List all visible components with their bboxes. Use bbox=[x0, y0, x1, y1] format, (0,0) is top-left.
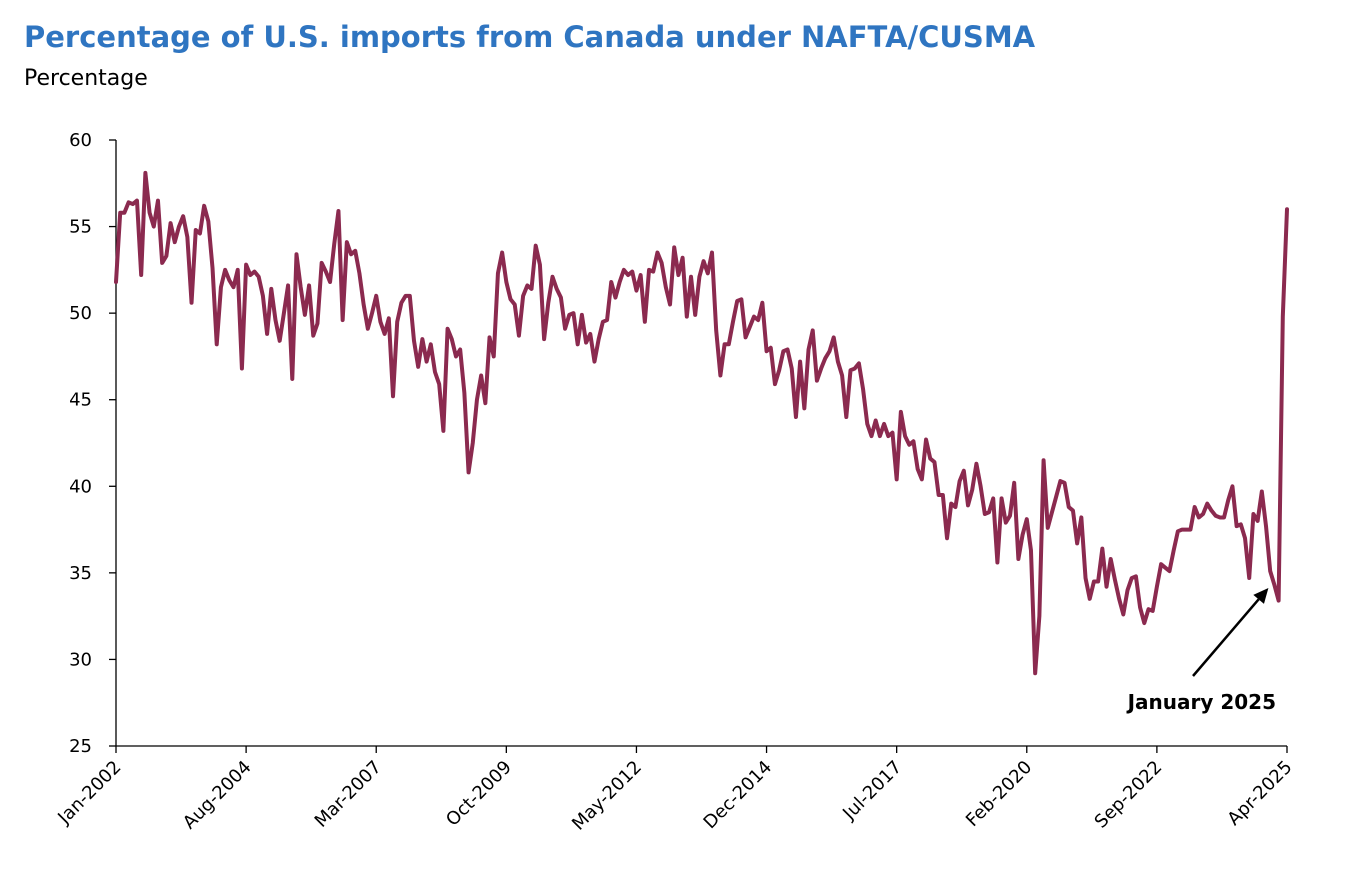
x-tick-label: Oct-2009 bbox=[442, 757, 516, 831]
chart-title: Percentage of U.S. imports from Canada u… bbox=[24, 20, 1036, 54]
y-tick-label: 30 bbox=[69, 649, 92, 670]
x-tick-label: Apr-2025 bbox=[1223, 757, 1296, 830]
x-tick-label: Jul-2017 bbox=[838, 757, 906, 825]
x-tick-label: Dec-2014 bbox=[700, 757, 776, 833]
annotation-arrowhead bbox=[1253, 587, 1269, 604]
x-tick-label: Feb-2020 bbox=[962, 757, 1036, 831]
y-tick-label: 50 bbox=[69, 303, 92, 324]
y-tick-label: 60 bbox=[69, 130, 92, 151]
y-axis: 25 30 35 40 45 50 55 60 bbox=[69, 130, 117, 757]
series-line bbox=[114, 170, 1289, 676]
y-tick-label: 25 bbox=[69, 736, 92, 757]
x-tick-label: May-2012 bbox=[568, 757, 646, 835]
annotation-arrow bbox=[1192, 598, 1260, 677]
y-tick-label: 55 bbox=[69, 217, 92, 238]
x-axis: Jan-2002 Aug-2004 Mar-2007 Oct-2009 May-2012… bbox=[53, 745, 1297, 835]
chart-subtitle: Percentage bbox=[24, 66, 148, 91]
x-tick-label: Sep-2022 bbox=[1091, 757, 1167, 833]
x-tick-label: Mar-2007 bbox=[311, 757, 386, 832]
y-tick-label: 45 bbox=[69, 390, 92, 411]
y-tick-label: 35 bbox=[69, 563, 92, 584]
annotation-group: January 2025 bbox=[1126, 587, 1276, 714]
y-tick-label: 40 bbox=[69, 476, 92, 497]
series-group bbox=[114, 170, 1289, 676]
x-tick-label: Aug-2004 bbox=[179, 757, 256, 834]
x-tick-label: Jan-2002 bbox=[53, 757, 125, 829]
annotation-label: January 2025 bbox=[1126, 690, 1276, 714]
